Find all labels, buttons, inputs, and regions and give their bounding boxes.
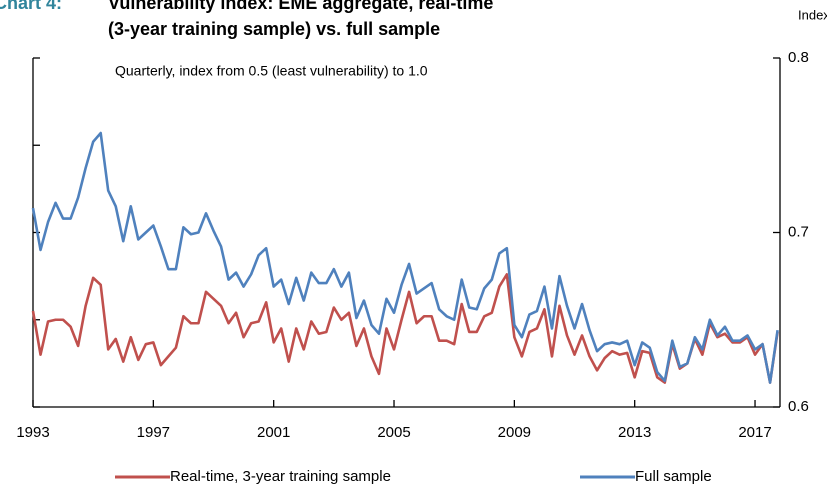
y-axis-label: Index bbox=[798, 7, 827, 22]
series-line bbox=[31, 131, 779, 384]
x-tick-label: 2013 bbox=[618, 424, 651, 441]
chart-label: Chart 4: bbox=[0, 0, 62, 13]
legend-label: Full sample bbox=[635, 468, 712, 485]
x-tick-label: 2017 bbox=[738, 424, 771, 441]
chart-title: (3-year training sample) vs. full sample bbox=[108, 19, 440, 39]
chart-title: Vulnerability index: EME aggregate, real… bbox=[108, 0, 493, 13]
x-tick-label: 1993 bbox=[16, 424, 49, 441]
x-tick-label: 2009 bbox=[498, 424, 531, 441]
x-tick-label: 1997 bbox=[137, 424, 170, 441]
legend-label: Real-time, 3-year training sample bbox=[170, 468, 391, 485]
x-tick-label: 2005 bbox=[377, 424, 410, 441]
y-tick-label: 0.7 bbox=[788, 223, 809, 240]
series-line bbox=[31, 273, 779, 384]
subtitle: Quarterly, index from 0.5 (least vulnera… bbox=[115, 63, 428, 79]
x-tick-label: 2001 bbox=[257, 424, 290, 441]
y-tick-label: 0.8 bbox=[788, 49, 809, 66]
y-tick-label: 0.6 bbox=[788, 398, 809, 415]
